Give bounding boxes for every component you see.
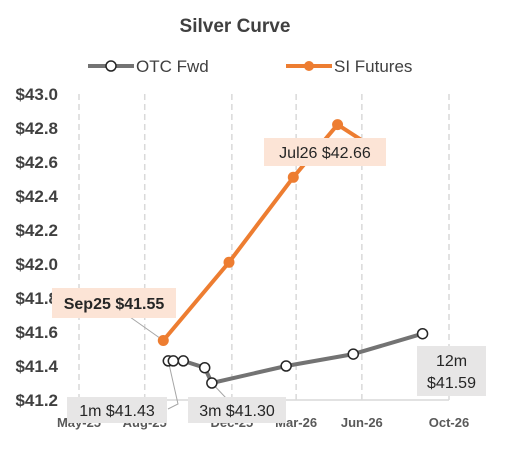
x-tick-label-5: Oct-26 xyxy=(429,415,469,430)
legend-label-otc-fwd: OTC Fwd xyxy=(136,57,209,76)
point-si-futures-3 xyxy=(332,119,344,131)
y-tick-label-6: $42.4 xyxy=(15,187,58,206)
legend-item-si-futures: SI Futures xyxy=(286,57,412,76)
point-otc-fwd-6 xyxy=(347,348,360,360)
point-otc-fwd-4 xyxy=(206,377,218,389)
y-axis-tick-labels: $41.2 $41.4 $41.6 $41.8 $42.0 $42.2 $42.4 $42.6… xyxy=(15,85,58,410)
annotation-4: 12m $41.59 xyxy=(417,346,486,396)
y-tick-label-9: $43.0 xyxy=(15,85,58,104)
legend: OTC Fwd SI Futures xyxy=(88,57,412,76)
leader-line-1m xyxy=(167,360,179,410)
y-tick-label-4: $42.0 xyxy=(15,255,58,274)
annotation-1: Jul26 $42.66 xyxy=(264,138,386,166)
annotation-2: 1m $41.43 xyxy=(67,397,167,423)
annotation-0: Sep25 $41.55 xyxy=(52,288,176,318)
legend-label-si-futures: SI Futures xyxy=(334,57,412,76)
legend-item-otc-fwd: OTC Fwd xyxy=(88,57,209,76)
point-si-futures-1 xyxy=(223,256,235,268)
leader-line-sep25 xyxy=(129,316,164,341)
point-otc-fwd-2 xyxy=(177,355,190,367)
annotation-label-2: 1m $41.43 xyxy=(79,403,155,420)
annotation-box-2 xyxy=(67,397,167,423)
point-otc-fwd-3 xyxy=(198,361,211,374)
point-si-futures-2 xyxy=(287,171,299,183)
point-otc-fwd-5 xyxy=(280,360,292,372)
y-tick-label-3: $41.8 xyxy=(15,289,58,308)
y-tick-label-1: $41.4 xyxy=(15,357,58,376)
y-tick-label-0: $41.2 xyxy=(15,391,58,410)
annotation-label-0: Sep25 $41.55 xyxy=(64,296,165,313)
point-otc-fwd-7 xyxy=(416,327,429,340)
callout-leader-lines xyxy=(129,150,381,410)
y-tick-label-5: $42.2 xyxy=(15,221,58,240)
annotation-label-1: Jul26 $42.66 xyxy=(279,145,371,162)
annotation-label-4-1: $41.59 xyxy=(427,375,476,392)
x-tick-label-4: Jun-26 xyxy=(341,415,383,430)
annotation-box-3 xyxy=(188,397,286,423)
annotation-3: 3m $41.30 xyxy=(188,397,286,423)
annotation-box-1 xyxy=(264,138,386,166)
y-tick-label-8: $42.8 xyxy=(15,119,58,138)
annotation-label-3: 3m $41.30 xyxy=(199,403,275,420)
y-tick-label-7: $42.6 xyxy=(15,153,58,172)
point-otc-fwd-1 xyxy=(167,355,180,367)
annotation-box-4 xyxy=(417,346,486,396)
data-annotations: Sep25 $41.55 Jul26 $42.66 1m $41.43 3m $41.… xyxy=(52,138,486,423)
annotation-box-0 xyxy=(52,288,176,318)
series-markers xyxy=(157,119,429,389)
annotation-label-4-0: 12m xyxy=(436,353,467,370)
legend-marker-si-futures xyxy=(304,61,314,71)
legend-marker-otc-fwd xyxy=(105,60,117,72)
chart-title: Silver Curve xyxy=(180,16,291,37)
y-tick-label-2: $41.6 xyxy=(15,323,58,342)
point-si-futures-0 xyxy=(157,335,169,346)
